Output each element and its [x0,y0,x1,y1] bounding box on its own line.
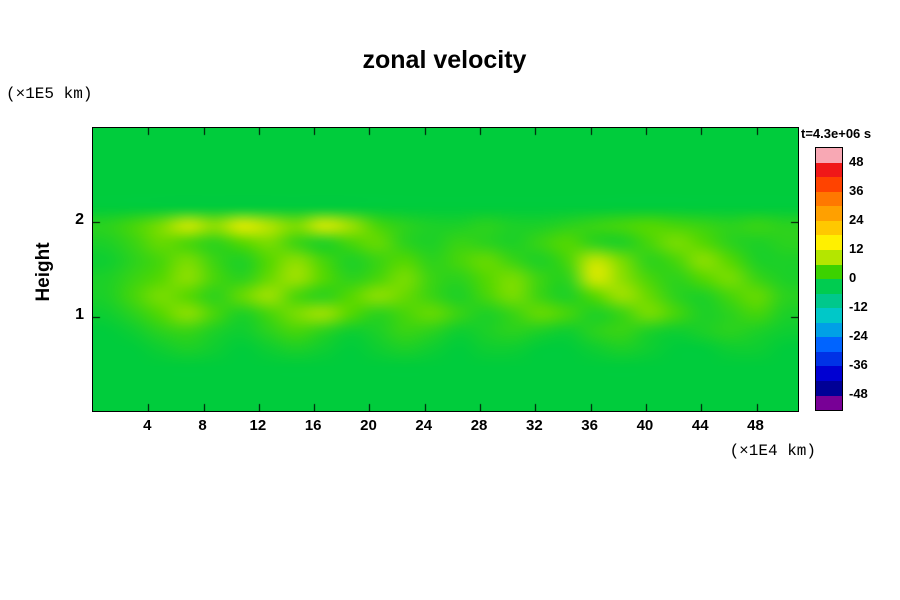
colorbar-segment [816,381,842,396]
y-axis-unit-label: (×1E5 km) [6,85,93,103]
colorbar-segment [816,264,842,280]
colorbar-segment [816,177,842,192]
x-tick-label: 40 [636,417,654,434]
x-tick-label: 20 [360,417,377,434]
colorbar-tick-label: 24 [849,211,864,227]
x-tick-label: 16 [304,417,322,434]
x-tick-label: 48 [747,417,764,434]
x-tick-label: 8 [198,417,207,434]
colorbar-segment [816,235,842,250]
colorbar-segment [816,220,842,236]
plot-area [92,127,799,412]
colorbar-tick-label: -24 [849,328,868,344]
colorbar-segment [816,249,842,265]
x-tick-label: 4 [143,417,152,434]
chart-title: zonal velocity [362,46,527,74]
colorbar-tick-label: -36 [849,357,868,373]
colorbar-segment [816,395,842,411]
y-axis-label: Height [33,242,54,302]
x-tick-label: 12 [249,417,267,434]
colorbar-segment [816,293,842,309]
y-tick-label: 1 [75,305,84,323]
colorbar-segment [816,366,842,381]
colorbar-tick-label: 0 [849,270,857,285]
colorbar-segment [816,279,842,294]
colorbar-tick-label: 48 [849,153,864,169]
colorbar-segment [816,337,842,352]
colorbar-segment [816,322,842,338]
colorbar-title: t=4.3e+06 s [801,126,872,141]
colorbar-segment [816,351,842,367]
colorbar-segment [816,191,842,207]
colorbar-tick-label: -48 [849,386,868,402]
x-axis-unit-label: (×1E4 km) [729,442,816,460]
colorbar-tick-label: 36 [849,182,864,198]
colorbar-tick-label: -12 [849,299,868,315]
x-tick-label: 36 [581,417,598,434]
x-tick-label: 24 [415,417,433,434]
x-tick-label: 32 [526,417,543,434]
colorbar [815,147,843,411]
colorbar-segment [816,148,842,163]
heatmap-canvas [93,128,798,411]
y-tick-label: 2 [75,211,84,229]
colorbar-segment [816,206,842,221]
colorbar-segment [816,308,842,323]
x-tick-label: 44 [691,417,709,434]
colorbar-segment [816,162,842,178]
colorbar-tick-label: 12 [849,240,864,256]
x-tick-label: 28 [470,417,488,434]
